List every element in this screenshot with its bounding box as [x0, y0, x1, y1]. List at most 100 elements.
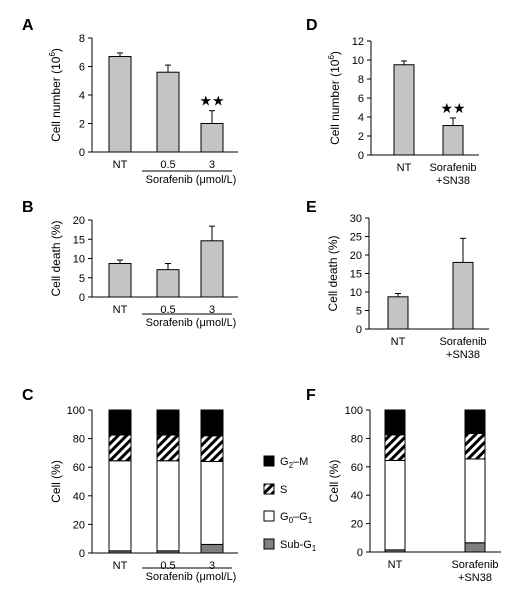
legend-label: G0–G1 — [280, 511, 313, 525]
legend-label: G2–M — [280, 456, 308, 470]
bar — [156, 269, 180, 298]
y-axis-label: Cell death (%) — [326, 235, 340, 311]
y-tick-label: 0 — [79, 292, 85, 304]
panel-letter: B — [22, 199, 34, 216]
y-tick-label: 25 — [350, 232, 362, 244]
category-label: 3 — [209, 304, 215, 316]
category-label: Sorafenib +SN38 — [429, 162, 476, 187]
legend-swatch-g0-g1 — [263, 510, 275, 522]
significance-marker: ★★ — [440, 100, 465, 116]
panel-letter: A — [22, 17, 34, 34]
y-tick-label: 0 — [358, 150, 364, 162]
y-tick-label: 4 — [79, 90, 85, 102]
panel-letter: E — [306, 199, 317, 216]
stack-segment-g0-g1 — [156, 460, 180, 552]
stack-segment-g0-g1 — [384, 459, 406, 551]
stack-segment-g0-g1 — [200, 460, 224, 545]
y-tick-label: 100 — [67, 405, 85, 417]
bar — [442, 125, 464, 156]
y-tick-label: 5 — [356, 306, 362, 318]
stack-segment-s — [464, 432, 486, 460]
y-tick-label: 80 — [73, 434, 85, 446]
panel-letter: C — [22, 387, 34, 404]
stack-segment-g2-m — [464, 409, 486, 434]
stack-segment-g2-m — [384, 409, 406, 436]
y-tick-label: 40 — [351, 490, 363, 502]
category-label: NT — [391, 336, 406, 348]
stack-segment-g0-g1 — [108, 460, 132, 552]
significance-marker: ★★ — [199, 93, 224, 109]
panel-d: D 0 2 4 6 8 10 12 Cell number (106) NT Sorafenib +S… — [306, 17, 479, 187]
stack-segment-s — [200, 435, 224, 462]
category-label: NT — [113, 560, 128, 572]
category-label: Sorafenib +SN38 — [451, 559, 498, 584]
y-tick-label: 20 — [351, 519, 363, 531]
y-tick-label: 10 — [73, 254, 85, 266]
y-tick-label: 20 — [350, 250, 362, 262]
y-tick-label: 0 — [357, 547, 363, 559]
y-tick-label: 15 — [350, 269, 362, 281]
y-tick-label: 20 — [73, 215, 85, 227]
legend-swatch-sub-g1 — [263, 538, 275, 550]
legend: G2–M S G0–G1 Sub-G1 — [263, 455, 317, 553]
bar — [156, 71, 180, 153]
category-label: 0.5 — [160, 560, 175, 572]
y-tick-label: 0 — [356, 324, 362, 336]
bar — [387, 296, 409, 330]
category-label: NT — [113, 159, 128, 171]
stack-segment-sub-g1 — [464, 542, 486, 553]
stack-segment-s — [108, 434, 132, 462]
y-tick-label: 60 — [73, 462, 85, 474]
panel-a: A 0 2 4 6 8 Cell number (106) NT 0.5 3 ★★ Sorafenib… — [22, 17, 238, 186]
stack-segment-g2-m — [156, 409, 180, 436]
legend-swatch-s — [263, 483, 275, 495]
stack-segment-s — [384, 434, 406, 461]
category-label: NT — [388, 559, 403, 571]
category-label: Sorafenib +SN38 — [439, 336, 486, 361]
category-label: 3 — [209, 159, 215, 171]
y-tick-label: 8 — [79, 33, 85, 45]
y-axis-label: Cell number (106) — [327, 51, 342, 145]
y-axis-label: Cell (%) — [327, 460, 341, 503]
category-label: 3 — [209, 560, 215, 572]
stack-segment-sub-g1 — [200, 543, 224, 554]
bar — [452, 261, 474, 330]
y-tick-label: 10 — [352, 55, 364, 67]
legend-swatch-g2-m — [263, 455, 275, 467]
y-tick-label: 40 — [73, 491, 85, 503]
bar — [108, 56, 132, 153]
group-label: Sorafenib (μmol/L) — [146, 317, 237, 329]
y-tick-label: 8 — [358, 74, 364, 86]
y-tick-label: 2 — [79, 119, 85, 131]
stack-segment-s — [156, 434, 180, 462]
y-tick-label: 10 — [350, 287, 362, 299]
category-label: NT — [113, 304, 128, 316]
panel-f: F 0 20 40 60 80 100 Cell (%) NT Sorafenib +SN38 — [306, 387, 501, 584]
y-tick-label: 15 — [73, 234, 85, 246]
group-label: Sorafenib (μmol/L) — [146, 174, 237, 186]
category-label: 0.5 — [160, 159, 175, 171]
stack-segment-g2-m — [108, 409, 132, 436]
legend-label: S — [280, 484, 287, 496]
bar — [200, 123, 224, 153]
bar — [108, 263, 132, 298]
panel-letter: F — [306, 387, 316, 404]
panel-e: E 0 5 10 15 20 25 30 Cell death (%) NT Sorafenib +S… — [306, 199, 489, 361]
y-tick-label: 30 — [350, 213, 362, 225]
panel-letter: D — [306, 17, 318, 34]
y-tick-label: 4 — [358, 112, 364, 124]
y-axis-label: Cell number (106) — [48, 48, 63, 142]
y-tick-label: 0 — [79, 147, 85, 159]
y-tick-label: 6 — [358, 93, 364, 105]
category-label: NT — [397, 162, 412, 174]
y-tick-label: 6 — [79, 62, 85, 74]
y-axis-label: Cell death (%) — [49, 220, 63, 296]
y-tick-label: 100 — [345, 405, 363, 417]
y-tick-label: 0 — [79, 548, 85, 560]
category-label: 0.5 — [160, 304, 175, 316]
stack-segment-g2-m — [200, 409, 224, 437]
y-tick-label: 5 — [79, 273, 85, 285]
